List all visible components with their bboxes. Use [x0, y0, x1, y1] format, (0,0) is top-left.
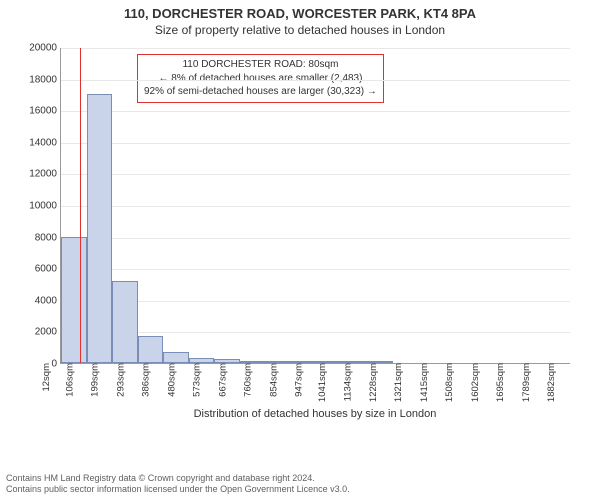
- xtick-label: 293sqm: [115, 363, 126, 397]
- gridline-h: [61, 143, 570, 144]
- ytick-label: 6000: [35, 264, 57, 275]
- annotation-line3: 92% of semi-detached houses are larger (…: [144, 85, 377, 99]
- xtick-label: 667sqm: [217, 363, 228, 397]
- gridline-h: [61, 80, 570, 81]
- chart-footer: Contains HM Land Registry data © Crown c…: [6, 473, 350, 496]
- ytick-label: 8000: [35, 232, 57, 243]
- histogram-bar: [61, 237, 87, 363]
- chart: Number of detached properties 110 DORCHE…: [60, 48, 570, 418]
- xtick-label: 1228sqm: [368, 363, 379, 402]
- xtick-label: 1041sqm: [317, 363, 328, 402]
- xtick-label: 199sqm: [90, 363, 101, 397]
- xtick-label: 1789sqm: [521, 363, 532, 402]
- ytick-label: 14000: [29, 137, 57, 148]
- ytick-label: 12000: [29, 169, 57, 180]
- ytick-label: 0: [51, 359, 57, 370]
- xtick-label: 386sqm: [141, 363, 152, 397]
- ytick-label: 10000: [29, 201, 57, 212]
- xtick-label: 1695sqm: [495, 363, 506, 402]
- ytick-label: 16000: [29, 106, 57, 117]
- histogram-bar: [87, 94, 112, 363]
- xtick-label: 760sqm: [243, 363, 254, 397]
- ytick-label: 20000: [29, 43, 57, 54]
- chart-title-line2: Size of property relative to detached ho…: [0, 23, 600, 37]
- xtick-label: 1415sqm: [419, 363, 430, 402]
- plot-area: 110 DORCHESTER ROAD: 80sqm ← 8% of detac…: [60, 48, 570, 364]
- footer-line2: Contains public sector information licen…: [6, 484, 350, 496]
- xtick-label: 947sqm: [294, 363, 305, 397]
- xtick-label: 854sqm: [268, 363, 279, 397]
- gridline-h: [61, 269, 570, 270]
- ytick-label: 18000: [29, 74, 57, 85]
- xtick-label: 1882sqm: [546, 363, 557, 402]
- annotation-line1: 110 DORCHESTER ROAD: 80sqm: [144, 58, 377, 72]
- xtick-label: 106sqm: [64, 363, 75, 397]
- property-marker-line: [80, 48, 81, 363]
- xtick-label: 12sqm: [41, 363, 52, 392]
- xtick-label: 1602sqm: [470, 363, 481, 402]
- xtick-label: 480sqm: [166, 363, 177, 397]
- gridline-h: [61, 238, 570, 239]
- xtick-label: 1508sqm: [444, 363, 455, 402]
- x-axis-label: Distribution of detached houses by size …: [60, 408, 570, 420]
- gridline-h: [61, 174, 570, 175]
- gridline-h: [61, 48, 570, 49]
- histogram-bar: [138, 336, 163, 363]
- xtick-label: 1134sqm: [342, 363, 353, 401]
- chart-title-block: 110, DORCHESTER ROAD, WORCESTER PARK, KT…: [0, 0, 600, 37]
- histogram-bar: [163, 352, 189, 363]
- marker-annotation-box: 110 DORCHESTER ROAD: 80sqm ← 8% of detac…: [137, 54, 384, 103]
- xtick-label: 1321sqm: [393, 363, 404, 402]
- gridline-h: [61, 206, 570, 207]
- footer-line1: Contains HM Land Registry data © Crown c…: [6, 473, 350, 485]
- chart-title-line1: 110, DORCHESTER ROAD, WORCESTER PARK, KT…: [0, 6, 600, 21]
- histogram-bar: [112, 281, 138, 363]
- ytick-label: 4000: [35, 295, 57, 306]
- annotation-line2: ← 8% of detached houses are smaller (2,4…: [144, 72, 377, 86]
- gridline-h: [61, 111, 570, 112]
- ytick-label: 2000: [35, 327, 57, 338]
- xtick-label: 573sqm: [192, 363, 203, 397]
